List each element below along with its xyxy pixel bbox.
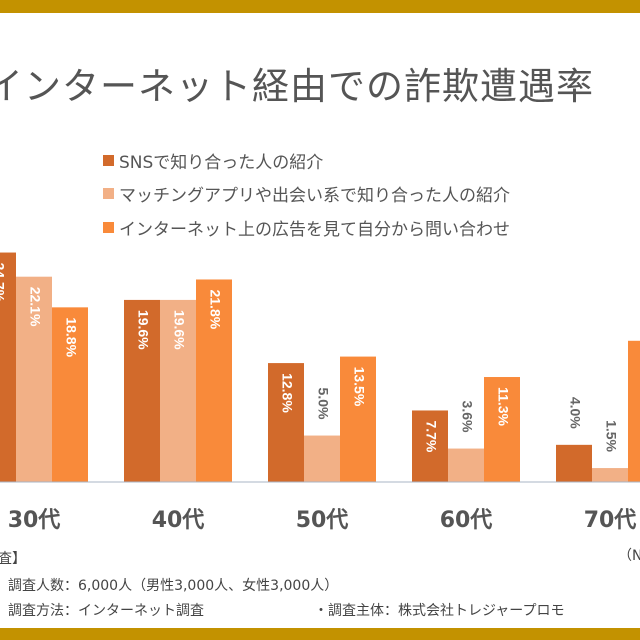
footer-note: （N xyxy=(618,548,640,564)
bar xyxy=(412,410,448,482)
bar xyxy=(196,279,232,482)
legend-item-ads: インターネット上の広告を見て自分から問い合わせ xyxy=(103,215,510,240)
data-label: 18.8% xyxy=(63,317,79,357)
data-label: 19.6% xyxy=(171,310,187,350)
bar xyxy=(160,299,196,482)
bar xyxy=(340,356,376,482)
x-tick-label: 50代 xyxy=(296,508,349,533)
bar xyxy=(592,468,628,482)
top-band xyxy=(0,0,640,13)
x-tick-label: 70代 xyxy=(584,508,637,533)
data-label: 5.0% xyxy=(315,388,331,420)
data-label: 21.8% xyxy=(207,289,223,329)
chart-title: インターネット経由での詐欺遭遇率 xyxy=(0,65,594,108)
data-label: 1.5% xyxy=(603,420,619,452)
legend-item-sns: SNSで知り合った人の紹介 xyxy=(103,148,323,173)
data-label: 11.3% xyxy=(495,387,511,426)
bar xyxy=(124,299,160,482)
data-label: 7.7% xyxy=(423,420,439,452)
legend-label: SNSで知り合った人の紹介 xyxy=(119,153,324,173)
bottom-band xyxy=(0,628,640,640)
footer-heading: 査】 xyxy=(0,551,26,567)
footer-line2a: 調査方法：インターネット調査 xyxy=(8,603,204,619)
bar xyxy=(556,444,592,482)
bar xyxy=(628,340,640,482)
bar xyxy=(304,435,340,482)
data-label: 13.5% xyxy=(351,367,367,407)
bar xyxy=(484,377,520,482)
bar xyxy=(0,252,16,482)
bar xyxy=(16,276,52,482)
bar xyxy=(268,363,304,482)
bar xyxy=(448,448,484,482)
legend-swatch xyxy=(103,188,114,199)
data-label: 19.6% xyxy=(135,310,151,350)
bar xyxy=(52,307,88,482)
legend-swatch xyxy=(103,155,114,166)
data-label: 24.7% xyxy=(0,263,7,303)
x-tick-label: 60代 xyxy=(440,508,493,533)
legend-label: マッチングアプリや出会い系で知り合った人の紹介 xyxy=(119,186,510,206)
legend-item-matching: マッチングアプリや出会い系で知り合った人の紹介 xyxy=(103,181,510,206)
x-tick-label: 40代 xyxy=(152,508,205,533)
footer-line2b: ・調査主体：株式会社トレジャープロモ xyxy=(314,603,565,619)
legend-label: インターネット上の広告を見て自分から問い合わせ xyxy=(119,220,510,240)
footer-line1: 調査人数：6,000人（男性3,000人、女性3,000人） xyxy=(8,578,339,594)
legend-swatch xyxy=(103,222,114,233)
x-tick-label: 30代 xyxy=(8,508,61,533)
data-label: 3.6% xyxy=(459,401,475,433)
data-label: 4.0% xyxy=(567,397,583,429)
data-label: 12.8% xyxy=(279,373,295,413)
data-label: 22.1% xyxy=(27,287,43,327)
